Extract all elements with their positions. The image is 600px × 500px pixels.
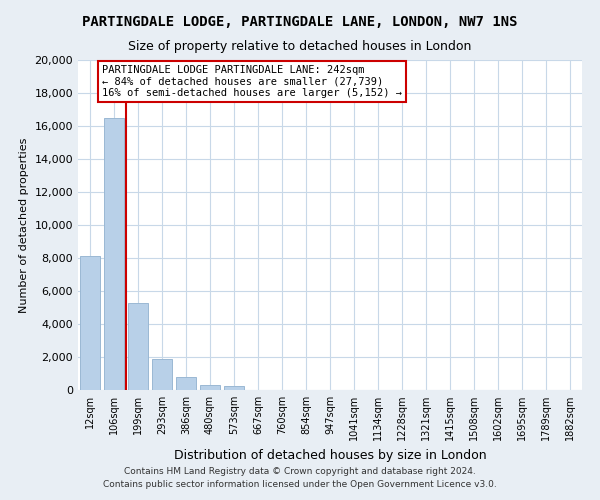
X-axis label: Distribution of detached houses by size in London: Distribution of detached houses by size …: [173, 448, 487, 462]
Bar: [176, 377, 196, 390]
Bar: [104, 118, 124, 390]
Text: Size of property relative to detached houses in London: Size of property relative to detached ho…: [128, 40, 472, 53]
Text: Contains HM Land Registry data © Crown copyright and database right 2024.
Contai: Contains HM Land Registry data © Crown c…: [103, 467, 497, 489]
Bar: [224, 386, 244, 390]
Bar: [128, 302, 148, 390]
Bar: [200, 385, 220, 390]
Text: PARTINGDALE LODGE PARTINGDALE LANE: 242sqm
← 84% of detached houses are smaller : PARTINGDALE LODGE PARTINGDALE LANE: 242s…: [102, 65, 402, 98]
Bar: [80, 256, 100, 390]
Y-axis label: Number of detached properties: Number of detached properties: [19, 138, 29, 312]
Bar: [152, 360, 172, 390]
Text: PARTINGDALE LODGE, PARTINGDALE LANE, LONDON, NW7 1NS: PARTINGDALE LODGE, PARTINGDALE LANE, LON…: [82, 15, 518, 29]
